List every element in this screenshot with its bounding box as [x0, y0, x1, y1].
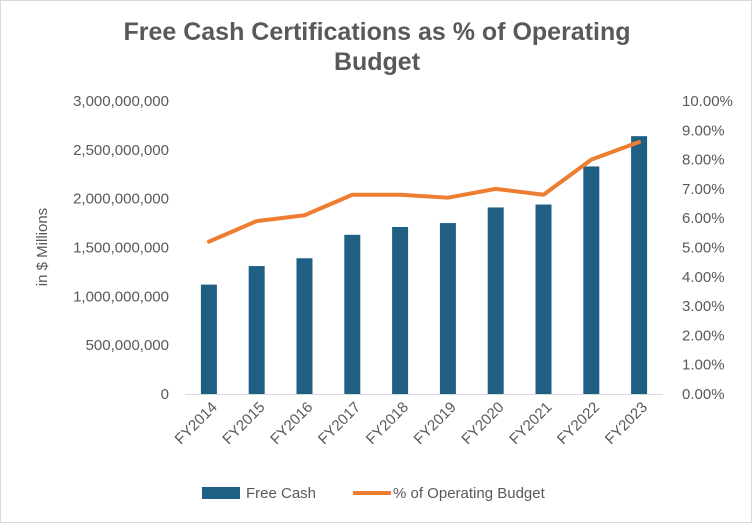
legend-label-free-cash: Free Cash [246, 485, 316, 502]
bar-free-cash [536, 205, 552, 394]
bar-free-cash [344, 235, 360, 394]
y2-tick-label: 5.00% [682, 240, 725, 257]
y-tick-label: 1,500,000,000 [73, 240, 169, 257]
y-tick-label: 2,500,000,000 [73, 142, 169, 159]
y-tick-label: 2,000,000,000 [73, 191, 169, 208]
bar-free-cash [440, 223, 456, 394]
y2-tick-label: 7.00% [682, 181, 725, 198]
line-pct-operating-budget [209, 142, 639, 242]
y-tick-label: 1,000,000,000 [73, 288, 169, 305]
y2-tick-label: 0.00% [682, 386, 725, 403]
x-tick-label: FY2017 [315, 399, 364, 448]
x-tick-label: FY2023 [602, 399, 651, 448]
x-tick-label: FY2021 [506, 399, 555, 448]
y2-tick-label: 1.00% [682, 357, 725, 374]
bar-free-cash [201, 285, 217, 394]
y2-tick-label: 10.00% [682, 93, 733, 110]
bar-free-cash [583, 166, 599, 394]
x-tick-label: FY2018 [363, 399, 412, 448]
legend-swatch-free-cash [202, 487, 240, 499]
y2-tick-label: 2.00% [682, 327, 725, 344]
y-tick-label: 0 [161, 386, 169, 403]
y2-tick-label: 3.00% [682, 298, 725, 315]
y2-tick-label: 4.00% [682, 269, 725, 286]
x-tick-label: FY2022 [554, 399, 603, 448]
x-tick-label: FY2015 [219, 399, 268, 448]
bar-free-cash [297, 258, 313, 394]
x-tick-label: FY2019 [411, 399, 460, 448]
bar-free-cash [249, 266, 265, 394]
x-tick-label: FY2020 [458, 399, 507, 448]
x-tick-label: FY2014 [172, 399, 221, 448]
y2-tick-label: 6.00% [682, 210, 725, 227]
y-tick-label: 500,000,000 [86, 337, 169, 354]
bar-free-cash [392, 227, 408, 394]
y-tick-label: 3,000,000,000 [73, 93, 169, 110]
bar-free-cash [631, 136, 647, 394]
legend-label-pct-operating-budget: % of Operating Budget [393, 485, 546, 502]
y2-tick-label: 9.00% [682, 122, 725, 139]
bar-free-cash [488, 207, 504, 394]
x-tick-label: FY2016 [267, 399, 316, 448]
y2-tick-label: 8.00% [682, 152, 725, 169]
y-axis-title: in $ Millions [34, 208, 51, 286]
